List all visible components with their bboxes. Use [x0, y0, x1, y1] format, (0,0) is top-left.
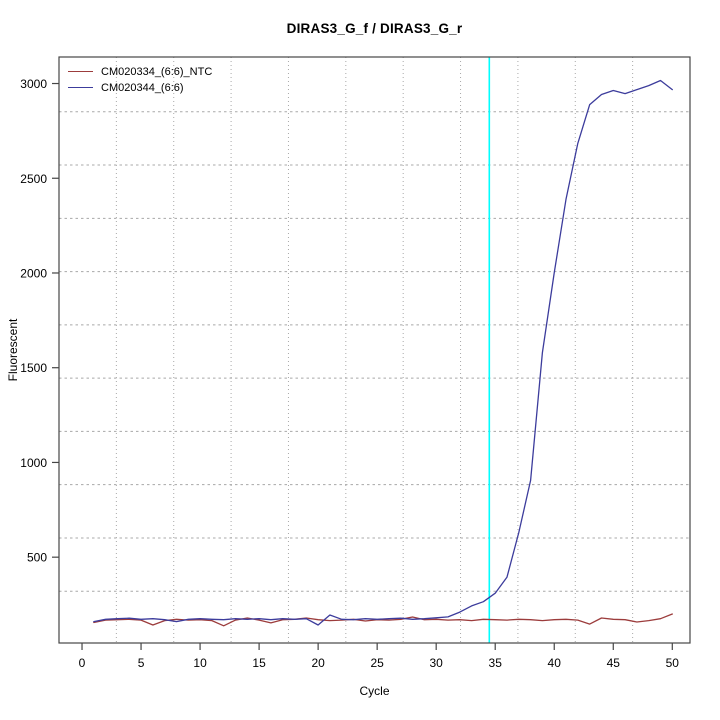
- legend-item-sample: CM020344_(6:6): [68, 81, 212, 94]
- x-tick-label: 15: [252, 656, 266, 670]
- x-tick-label: 20: [311, 656, 325, 670]
- x-tick-label: 25: [370, 656, 384, 670]
- x-axis-label: Cycle: [359, 684, 390, 698]
- legend: CM020334_(6:6)_NTC CM020344_(6:6): [68, 65, 212, 94]
- chart-title: DIRAS3_G_f / DIRAS3_G_r: [286, 21, 463, 36]
- x-tick-label: 45: [607, 656, 621, 670]
- plot-border: [58, 56, 691, 644]
- legend-line-swatch-ntc: [68, 71, 93, 72]
- x-tick-label: 10: [193, 656, 207, 670]
- y-tick-label: 2000: [20, 266, 47, 280]
- y-tick-label: 1000: [20, 456, 47, 470]
- amplification-curve: [93, 79, 673, 626]
- y-tick-label: 1500: [20, 361, 47, 375]
- x-tick-label: 35: [489, 656, 503, 670]
- legend-label-ntc: CM020334_(6:6)_NTC: [101, 65, 213, 78]
- y-tick-label: 500: [27, 551, 47, 565]
- x-tick-label: 50: [666, 656, 680, 670]
- y-axis-label: Fluorescent: [6, 318, 20, 382]
- x-tick-label: 40: [548, 656, 562, 670]
- x-tick-label: 30: [430, 656, 444, 670]
- ntc-curve: [93, 613, 673, 627]
- x-tick-label: 5: [138, 656, 145, 670]
- y-tick-label: 2500: [20, 172, 47, 186]
- legend-line-swatch-sample: [68, 87, 93, 88]
- legend-item-ntc: CM020334_(6:6)_NTC: [68, 65, 212, 78]
- legend-label-sample: CM020344_(6:6): [101, 81, 184, 94]
- x-tick-label: 0: [79, 656, 86, 670]
- y-tick-label: 3000: [20, 77, 47, 91]
